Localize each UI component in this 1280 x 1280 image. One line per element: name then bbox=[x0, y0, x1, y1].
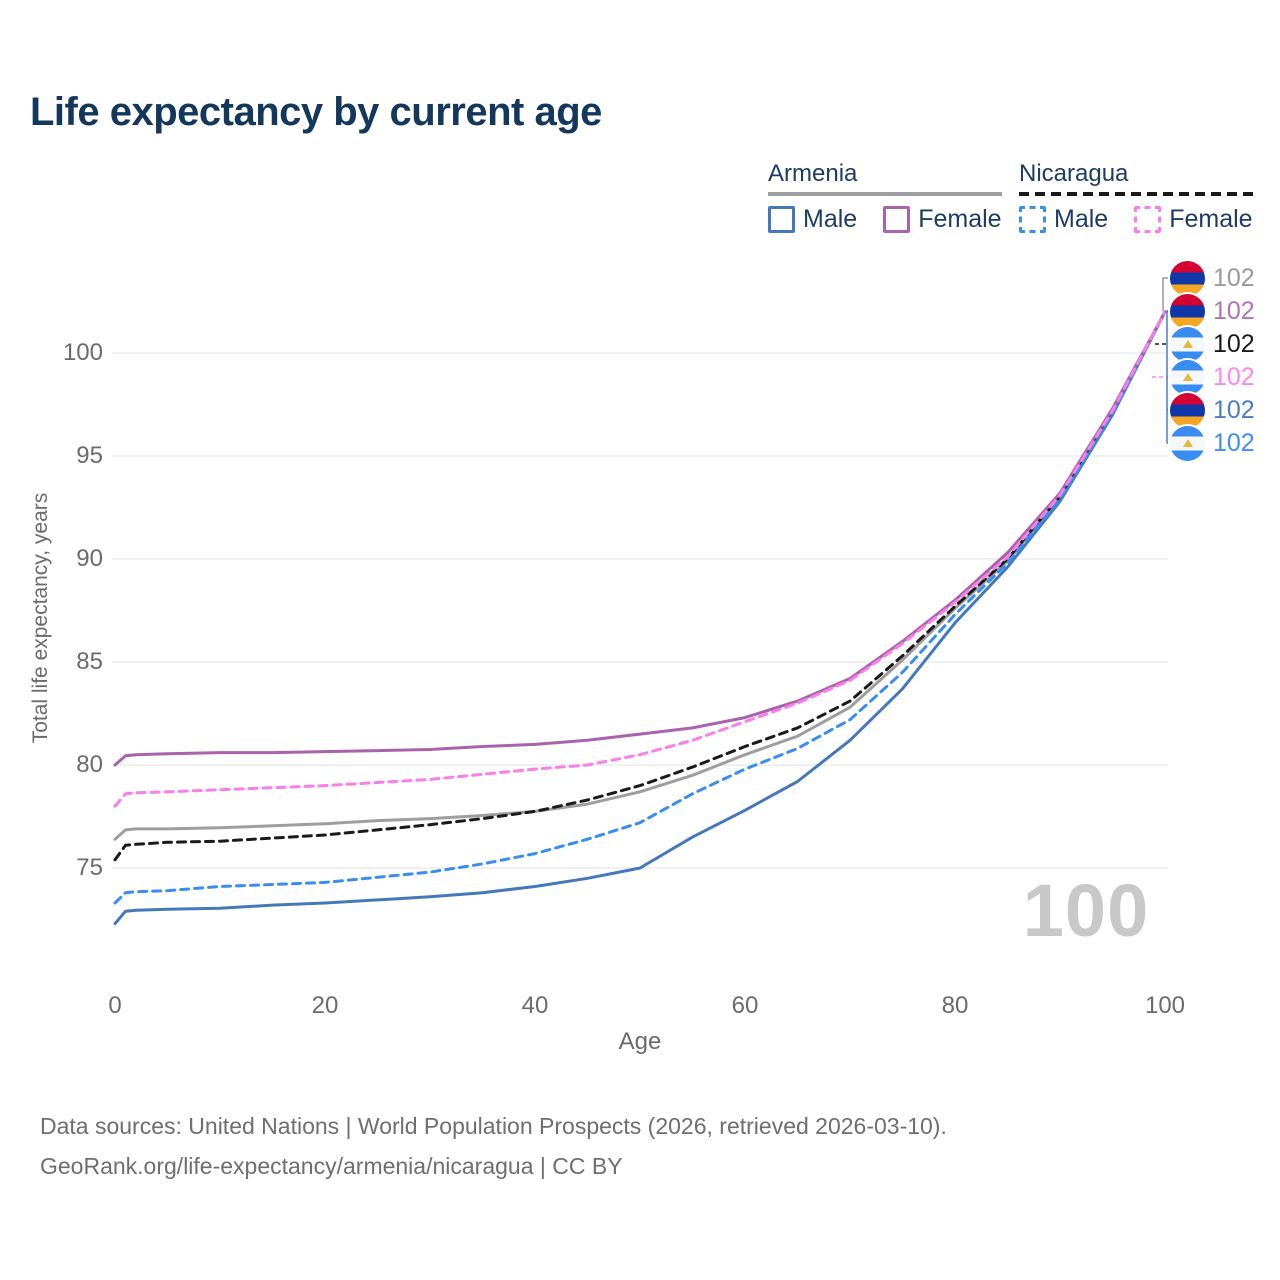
legend-underline-armenia bbox=[768, 192, 1002, 196]
series-line-nicaragua-male[interactable] bbox=[113, 310, 1167, 905]
x-tick-80: 80 bbox=[941, 992, 969, 1019]
legend-label-nicaragua-male[interactable]: Male bbox=[1054, 205, 1109, 233]
connector-male-bracket bbox=[1164, 309, 1171, 444]
nicaragua-emblem-icon bbox=[1182, 373, 1193, 381]
legend-label-armenia-male[interactable]: Male bbox=[803, 205, 858, 233]
x-tick-40: 40 bbox=[521, 992, 549, 1019]
y-tick-90: 90 bbox=[76, 545, 103, 572]
footer-sources: Data sources: United Nations | World Pop… bbox=[40, 1113, 947, 1139]
x-tick-100: 100 bbox=[1144, 992, 1186, 1019]
series-line-nicaragua-female[interactable] bbox=[113, 310, 1167, 808]
legend-country-armenia[interactable]: Armenia bbox=[768, 160, 858, 187]
nicaragua-flag-icon bbox=[1170, 326, 1205, 362]
x-tick-0: 0 bbox=[108, 992, 122, 1019]
end-label-nicaragua: 102 bbox=[1170, 326, 1255, 362]
legend-swatch-armenia-male[interactable] bbox=[768, 206, 795, 233]
legend-swatch-armenia-female[interactable] bbox=[883, 206, 911, 233]
x-tick-60: 60 bbox=[731, 992, 759, 1019]
legend-label-nicaragua-female[interactable]: Female bbox=[1169, 205, 1253, 233]
chart-title: Life expectancy by current age bbox=[30, 90, 602, 134]
nicaragua-emblem-icon bbox=[1182, 439, 1193, 447]
y-tick-85: 85 bbox=[76, 648, 103, 675]
series-line-armenia[interactable] bbox=[113, 310, 1167, 841]
end-label-armenia-female: 102 bbox=[1170, 293, 1255, 329]
end-label-value: 102 bbox=[1213, 362, 1255, 391]
y-tick-80: 80 bbox=[76, 751, 103, 778]
y-tick-95: 95 bbox=[76, 442, 103, 469]
x-axis-title: Age bbox=[618, 1028, 662, 1055]
connector-armenia-avg bbox=[1162, 277, 1171, 311]
armenia-flag-icon bbox=[1170, 392, 1205, 428]
nicaragua-emblem-icon bbox=[1182, 340, 1193, 348]
x-tick-20: 20 bbox=[311, 992, 339, 1019]
y-tick-75: 75 bbox=[76, 854, 103, 881]
nicaragua-flag-icon bbox=[1170, 425, 1205, 461]
legend-label-armenia-female[interactable]: Female bbox=[918, 205, 1002, 233]
footer-url: GeoRank.org/life-expectancy/armenia/nica… bbox=[40, 1153, 623, 1179]
nicaragua-flag-icon bbox=[1170, 359, 1205, 395]
footer: Data sources: United Nations | World Pop… bbox=[40, 1106, 947, 1186]
end-label-nicaragua-female: 102 bbox=[1170, 359, 1255, 395]
y-axis-title: Total life expectancy, years bbox=[29, 492, 52, 744]
age-cursor-watermark: 100 bbox=[1022, 869, 1150, 952]
series-line-nicaragua[interactable] bbox=[113, 310, 1167, 862]
legend-swatch-nicaragua-male[interactable] bbox=[1019, 206, 1046, 233]
legend-group-armenia: Armenia Male Female bbox=[768, 160, 1002, 234]
armenia-flag-icon bbox=[1170, 260, 1205, 296]
end-label-nicaragua-male: 102 bbox=[1170, 425, 1255, 461]
end-label-armenia-male: 102 bbox=[1170, 392, 1255, 428]
end-label-value: 102 bbox=[1213, 329, 1255, 358]
y-tick-100: 100 bbox=[62, 339, 103, 366]
armenia-flag-icon bbox=[1170, 293, 1205, 329]
legend-group-nicaragua: Nicaragua Male Female bbox=[1019, 160, 1253, 234]
end-label-value: 102 bbox=[1213, 263, 1255, 292]
end-label-value: 102 bbox=[1213, 395, 1255, 424]
series-line-armenia-female[interactable] bbox=[113, 310, 1167, 767]
end-label-armenia: 102 bbox=[1170, 260, 1255, 296]
legend-country-nicaragua[interactable]: Nicaragua bbox=[1019, 160, 1129, 187]
end-label-value: 102 bbox=[1213, 428, 1255, 457]
legend-swatch-nicaragua-female[interactable] bbox=[1134, 206, 1162, 233]
end-label-value: 102 bbox=[1213, 296, 1255, 325]
legend-underline-nicaragua bbox=[1019, 192, 1253, 196]
series-line-armenia-male[interactable] bbox=[113, 310, 1167, 926]
